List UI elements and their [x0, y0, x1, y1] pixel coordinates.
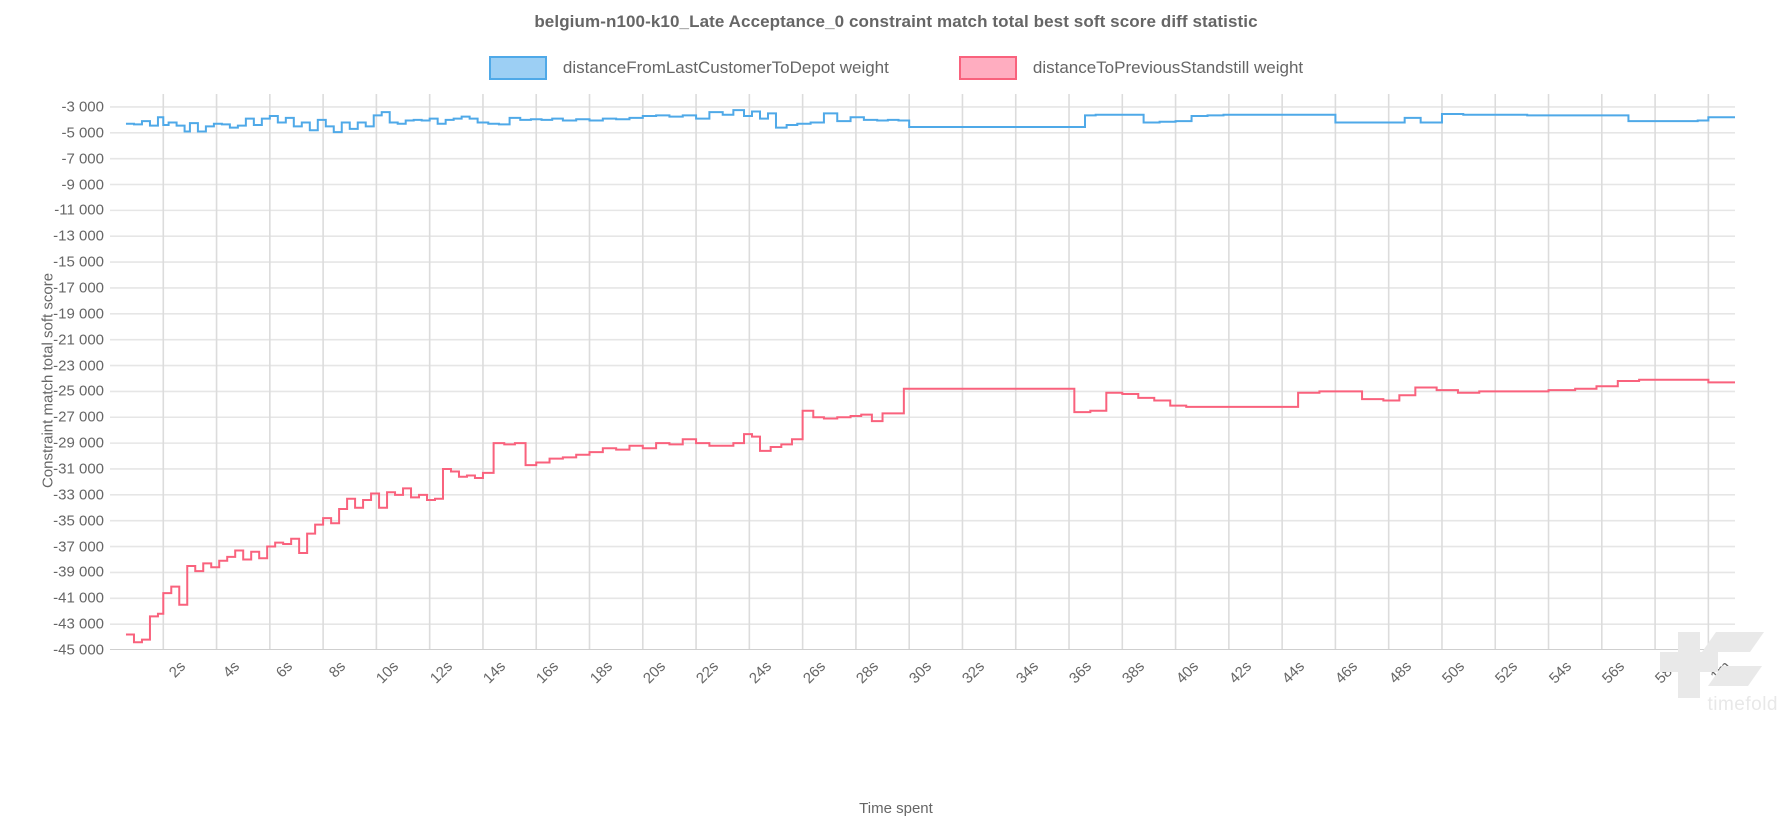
x-axis-title: Time spent [859, 800, 933, 817]
x-tick-label: 40s [1172, 658, 1202, 688]
y-tick-label: -11 000 [54, 201, 104, 219]
grid-lines [110, 94, 1735, 650]
x-tick-label: 36s [1065, 658, 1096, 688]
y-tick-label: -29 000 [53, 434, 104, 452]
x-tick-label: 6s [272, 658, 296, 682]
y-tick-label: -35 000 [53, 512, 104, 530]
plot-area [110, 94, 1735, 650]
y-tick-label: -15 000 [53, 253, 104, 271]
x-tick-label: 38s [1119, 658, 1149, 688]
x-tick-label: 54s [1545, 658, 1575, 688]
legend-label-series-1: distanceToPreviousStandstill weight [1032, 58, 1304, 77]
x-tick-label: 16s [533, 658, 563, 688]
x-tick-label: 32s [959, 658, 989, 688]
x-tick-label: 56s [1598, 658, 1628, 688]
legend-label-series-0: distanceFromLastCustomerToDepot weight [562, 58, 889, 77]
x-tick-label: 20s [639, 658, 669, 688]
x-tick-label: 50s [1438, 658, 1468, 688]
x-tick-label: 28s [852, 658, 882, 688]
x-tick-label: 18s [586, 658, 616, 688]
x-tick-label: 22s [692, 658, 723, 688]
legend-swatch-series-1 [958, 56, 1017, 80]
x-tick-label: 1m [1707, 658, 1735, 685]
x-tick-label: 12s [426, 658, 456, 688]
x-tick-label: 8s [325, 658, 350, 682]
x-tick-label: 48s [1385, 658, 1415, 688]
legend-item-series-0[interactable]: distanceFromLastCustomerToDepot weight [488, 56, 889, 80]
y-tick-label: -3 000 [61, 98, 104, 116]
plot-canvas [110, 94, 1735, 650]
x-tick-label: 42s [1225, 658, 1255, 688]
legend-item-series-1[interactable]: distanceToPreviousStandstill weight [958, 56, 1304, 80]
y-tick-label: -41 000 [53, 589, 104, 607]
y-tick-label: -45 000 [53, 641, 104, 659]
y-tick-label: -37 000 [53, 538, 104, 556]
y-tick-label: -33 000 [53, 486, 104, 504]
x-tick-label: 52s [1492, 658, 1522, 688]
x-tick-label: 26s [799, 658, 829, 688]
y-axis-title: Constraint match total soft score [39, 272, 57, 489]
series-line-1 [125, 378, 1735, 644]
watermark-label: timefold [1707, 694, 1778, 715]
y-tick-label: -13 000 [53, 227, 104, 245]
x-tick-label: 30s [906, 658, 936, 688]
x-tick-label: 24s [746, 658, 776, 688]
y-tick-label: -27 000 [53, 408, 104, 426]
chart-title: belgium-n100-k10_Late Acceptance_0 const… [534, 12, 1258, 31]
x-tick-label: 14s [479, 658, 509, 688]
x-tick-label: 4s [219, 658, 243, 682]
plot-background [110, 94, 1735, 650]
y-tick-label: -39 000 [53, 563, 104, 581]
x-tick-label: 34s [1012, 658, 1042, 688]
y-axis-tick-labels: -3 000 -5 000 -7 000 -9 000 -11 000 -13 000 -1… [0, 94, 104, 658]
y-tick-label: -5 000 [61, 124, 104, 142]
x-tick-label: 10s [373, 658, 403, 688]
y-tick-label: -9 000 [61, 176, 104, 193]
y-tick-label: -25 000 [53, 382, 104, 400]
y-tick-label: -7 000 [61, 150, 104, 168]
x-tick-label: 44s [1279, 658, 1309, 688]
series-line-0 [125, 109, 1735, 134]
legend-swatch-series-0 [488, 56, 547, 80]
y-tick-label: -21 000 [53, 331, 104, 349]
y-tick-label: -31 000 [53, 460, 104, 478]
y-tick-label: -43 000 [53, 615, 104, 633]
y-tick-label: -17 000 [53, 279, 104, 297]
chart-legend: distanceFromLastCustomerToDepot weight d… [0, 56, 1792, 80]
x-axis-tick-labels: 2s 4s 6s 8s 10s 12s 14s 16s 18s 20s 22s 24s 26s 28s 30… [110, 650, 1735, 730]
x-tick-label: 58s [1651, 658, 1682, 688]
x-tick-label: 46s [1332, 658, 1362, 688]
y-tick-label: -23 000 [53, 357, 104, 375]
y-tick-label: -19 000 [53, 305, 104, 323]
x-tick-label: 2s [166, 658, 190, 682]
